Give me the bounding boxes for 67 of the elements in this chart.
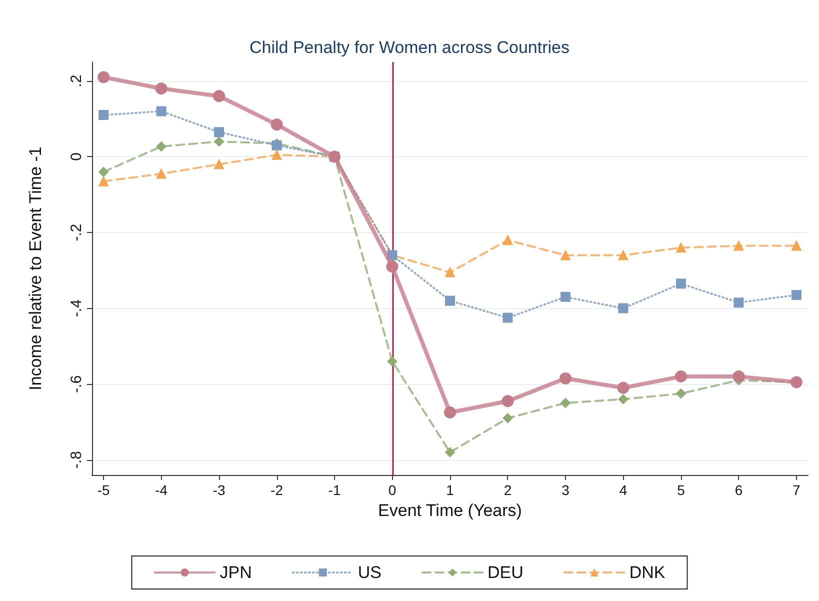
point xyxy=(674,370,687,382)
point xyxy=(560,292,570,302)
y-tick-label: -.4 xyxy=(68,300,85,318)
point xyxy=(213,90,226,102)
x-tick-label: 5 xyxy=(677,482,686,498)
y-tick-label: 0 xyxy=(68,152,85,161)
point xyxy=(156,141,166,152)
point xyxy=(214,127,224,138)
point xyxy=(156,168,166,179)
point xyxy=(502,312,513,323)
point xyxy=(445,296,455,306)
point xyxy=(445,447,455,458)
x-tick-label: -3 xyxy=(212,482,226,498)
y-tick-label: -.2 xyxy=(68,224,85,242)
point xyxy=(444,406,456,418)
point xyxy=(445,267,455,278)
point xyxy=(560,398,570,408)
point xyxy=(502,235,513,246)
x-tick-label: -4 xyxy=(155,482,168,498)
x-axis-title: Event Time (Years) xyxy=(378,501,522,520)
point xyxy=(270,118,283,131)
point xyxy=(387,356,398,366)
point xyxy=(214,159,224,170)
point xyxy=(214,136,224,147)
point xyxy=(98,166,109,177)
point xyxy=(98,110,109,120)
point xyxy=(618,394,628,404)
point xyxy=(676,388,686,399)
point xyxy=(98,176,109,186)
point xyxy=(560,250,570,260)
legend-label: JPN xyxy=(220,563,252,582)
y-tick-label: -.6 xyxy=(68,375,85,393)
x-tick-label: 6 xyxy=(734,482,743,498)
point xyxy=(676,242,686,253)
point xyxy=(502,395,514,408)
point xyxy=(386,260,398,273)
point xyxy=(559,372,572,384)
x-tick-label: -1 xyxy=(328,482,341,498)
point xyxy=(155,82,168,95)
point xyxy=(156,106,166,116)
point xyxy=(272,150,282,160)
point xyxy=(98,71,110,84)
chart-title: Child Penalty for Women across Countries xyxy=(250,38,570,57)
point xyxy=(732,370,745,382)
point xyxy=(734,298,744,308)
point xyxy=(676,278,686,289)
point xyxy=(502,413,513,424)
y-tick-label: -.8 xyxy=(68,451,85,469)
x-tick-label: 0 xyxy=(388,482,396,498)
legend-label: DNK xyxy=(629,563,666,582)
point xyxy=(734,240,744,251)
y-tick-label: .2 xyxy=(68,74,85,88)
point xyxy=(618,250,628,260)
x-tick-label: 2 xyxy=(504,482,512,498)
x-tick-label: 7 xyxy=(792,482,801,498)
x-tick-label: 1 xyxy=(446,482,454,498)
x-tick-label: 4 xyxy=(619,482,628,498)
x-tick-label: -5 xyxy=(97,482,110,498)
x-tick-label: -2 xyxy=(270,482,284,498)
y-axis-title: Income relative to Event Time -1 xyxy=(26,146,45,390)
legend-label: US xyxy=(358,563,382,582)
point xyxy=(791,290,802,300)
point xyxy=(618,303,628,314)
legend-label: DEU xyxy=(487,563,524,582)
x-tick-label: 3 xyxy=(562,482,570,498)
point xyxy=(617,382,630,394)
point xyxy=(791,240,802,251)
